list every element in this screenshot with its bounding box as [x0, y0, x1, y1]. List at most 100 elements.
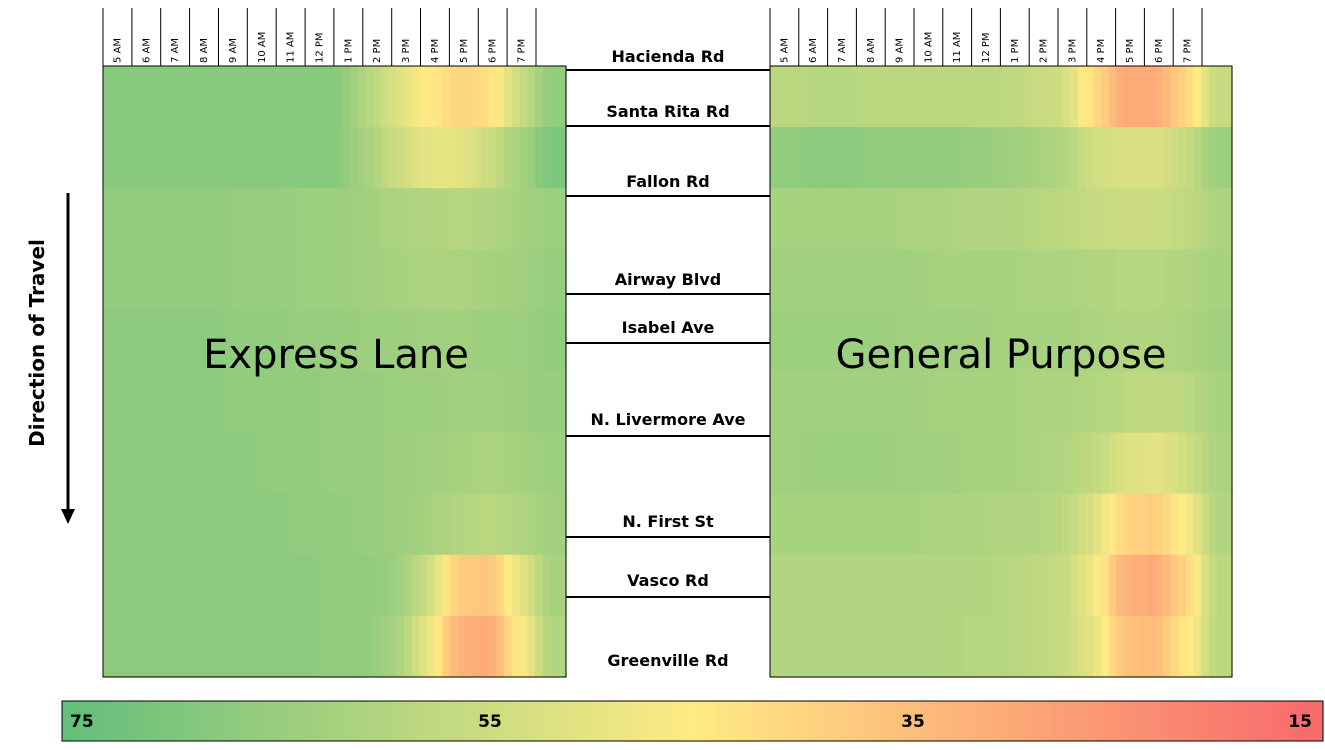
heat-cell: [777, 554, 786, 617]
heat-cell: [816, 66, 825, 128]
heat-cell: [1008, 493, 1017, 556]
heat-cell: [527, 249, 536, 311]
heat-cell: [908, 249, 917, 311]
heat-cell: [496, 249, 505, 311]
heat-cell: [1078, 371, 1087, 434]
heat-cell: [504, 188, 513, 250]
heat-cell: [1070, 432, 1079, 495]
heat-cell: [816, 310, 825, 373]
heat-cell: [985, 127, 994, 189]
heat-cell: [427, 371, 436, 434]
heat-cell: [1016, 310, 1025, 373]
heat-cell: [816, 493, 825, 556]
heat-cell: [141, 371, 150, 434]
heat-cell: [388, 310, 397, 373]
heat-cell: [442, 188, 451, 250]
heat-cell: [334, 310, 343, 373]
heat-cell: [1001, 310, 1010, 373]
heat-cell: [1078, 249, 1087, 311]
heat-cell: [481, 127, 490, 189]
heat-cell: [1085, 371, 1094, 434]
heat-cell: [1078, 554, 1087, 617]
heat-cell: [1024, 615, 1033, 678]
heat-cell: [396, 432, 405, 495]
heat-cell: [527, 432, 536, 495]
heat-cell: [1108, 127, 1118, 189]
heat-cell: [939, 615, 948, 678]
heat-cell: [770, 310, 779, 373]
heat-cell: [234, 554, 243, 617]
heat-cell: [1070, 554, 1079, 617]
heat-cell: [1224, 66, 1233, 128]
heat-cell: [164, 66, 174, 128]
heat-cell: [1101, 371, 1110, 434]
heat-cell: [900, 554, 910, 617]
heat-cell: [195, 188, 204, 250]
heat-cell: [504, 493, 513, 556]
heat-cell: [1185, 615, 1195, 678]
heat-cell: [916, 249, 925, 311]
heat-cell: [808, 188, 817, 250]
heat-cell: [800, 66, 810, 128]
heat-cell: [885, 249, 894, 311]
heat-cell: [473, 432, 482, 495]
heat-cell: [288, 432, 297, 495]
heat-cell: [550, 493, 559, 556]
heat-cell: [1193, 615, 1202, 678]
heat-cell: [1124, 127, 1133, 189]
heat-cell: [457, 493, 467, 556]
heat-cell: [218, 371, 228, 434]
heat-cell: [218, 310, 228, 373]
heat-cell: [226, 127, 235, 189]
time-tick-label: 7 PM: [517, 39, 528, 63]
express-lane-panel: [102, 65, 567, 678]
heat-cell: [839, 371, 848, 434]
heat-cell: [211, 66, 220, 128]
heat-cell: [326, 432, 336, 495]
heat-cell: [885, 66, 894, 128]
heat-cell: [103, 188, 112, 250]
heat-cell: [1078, 66, 1087, 128]
heat-cell: [1101, 249, 1110, 311]
heat-cell: [450, 249, 459, 311]
heat-cell: [149, 493, 158, 556]
heat-cell: [870, 554, 879, 617]
heat-cell: [519, 249, 529, 311]
heat-cell: [931, 310, 940, 373]
heat-cell: [157, 188, 166, 250]
heat-cell: [977, 66, 987, 128]
general-purpose-label: General Purpose: [836, 332, 1167, 378]
heat-cell: [1085, 249, 1094, 311]
heat-cell: [527, 188, 536, 250]
heat-cell: [365, 66, 374, 128]
heat-cell: [542, 310, 552, 373]
heat-cell: [172, 310, 181, 373]
heat-cell: [1185, 66, 1195, 128]
heat-cell: [916, 127, 925, 189]
heat-cell: [1085, 310, 1094, 373]
heat-cell: [234, 249, 243, 311]
heat-cell: [373, 432, 382, 495]
heat-cell: [1031, 615, 1041, 678]
heat-cell: [1062, 66, 1071, 128]
heat-cell: [180, 66, 189, 128]
heat-cell: [916, 371, 925, 434]
heat-cell: [785, 554, 794, 617]
heat-cell: [303, 66, 312, 128]
heat-cell: [1193, 188, 1202, 250]
heat-cell: [496, 432, 505, 495]
heat-cell: [1147, 371, 1156, 434]
heat-cell: [496, 554, 505, 617]
heat-cell: [434, 615, 444, 678]
heat-cell: [885, 371, 894, 434]
heat-cell: [1178, 127, 1187, 189]
heat-cell: [226, 249, 235, 311]
heat-cell: [203, 493, 212, 556]
heat-cell: [908, 615, 917, 678]
heat-cell: [473, 66, 482, 128]
legend-tick-75: 75: [70, 712, 94, 732]
heat-cell: [434, 127, 444, 189]
heat-cell: [403, 310, 413, 373]
heat-cell: [854, 188, 863, 250]
heat-cell: [1101, 127, 1110, 189]
